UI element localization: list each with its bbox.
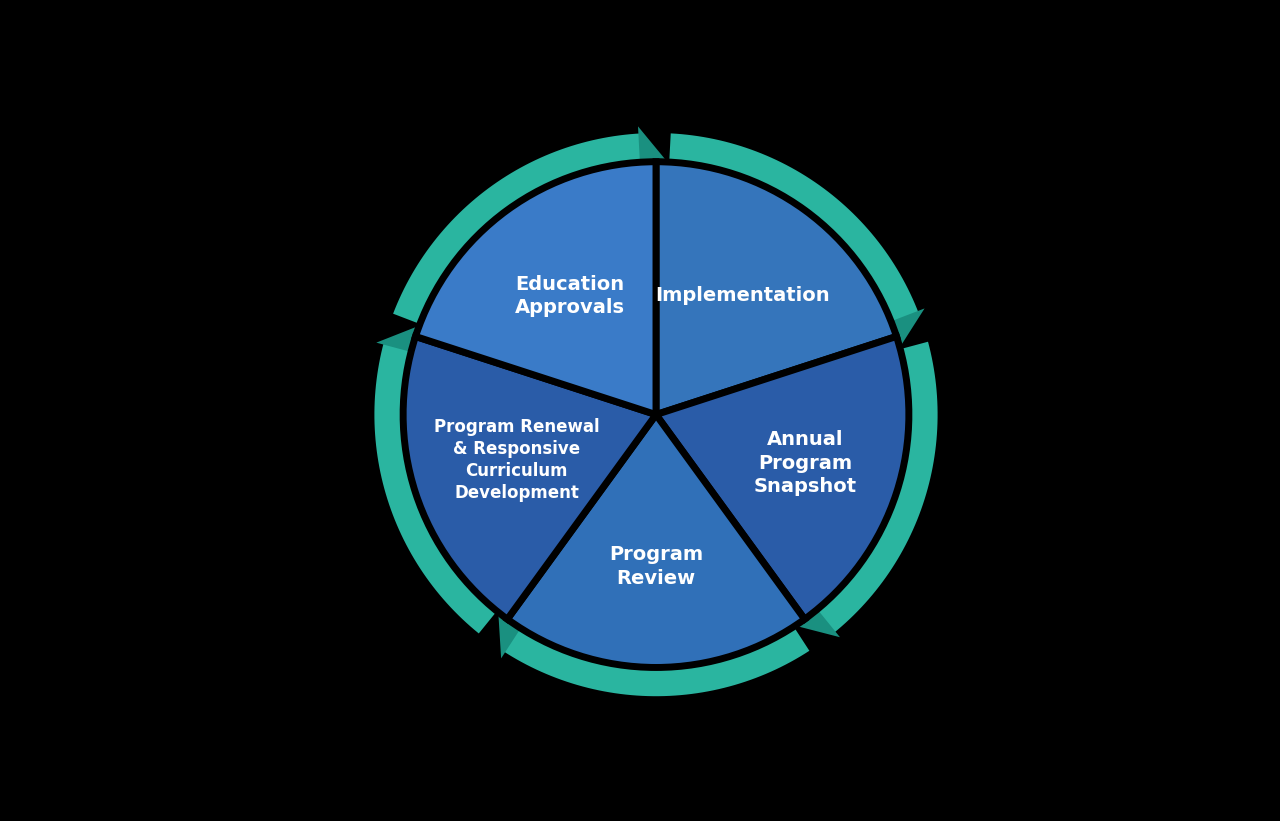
Text: Education
Approvals: Education Approvals (515, 275, 625, 317)
Text: Program Renewal
& Responsive
Curriculum
Development: Program Renewal & Responsive Curriculum … (434, 418, 599, 502)
Polygon shape (791, 577, 840, 637)
Polygon shape (375, 342, 518, 634)
Wedge shape (403, 337, 657, 619)
Polygon shape (667, 133, 919, 337)
Wedge shape (657, 162, 896, 415)
Wedge shape (507, 415, 805, 667)
Polygon shape (503, 598, 809, 696)
Text: Program
Review: Program Review (609, 545, 703, 588)
Polygon shape (794, 342, 937, 634)
Polygon shape (498, 594, 544, 658)
Polygon shape (393, 133, 645, 337)
Polygon shape (637, 126, 668, 204)
Wedge shape (416, 162, 657, 415)
Text: Implementation: Implementation (655, 287, 829, 305)
Polygon shape (376, 325, 452, 363)
Polygon shape (852, 309, 924, 349)
Text: Annual
Program
Snapshot: Annual Program Snapshot (754, 430, 856, 496)
Wedge shape (657, 337, 909, 619)
